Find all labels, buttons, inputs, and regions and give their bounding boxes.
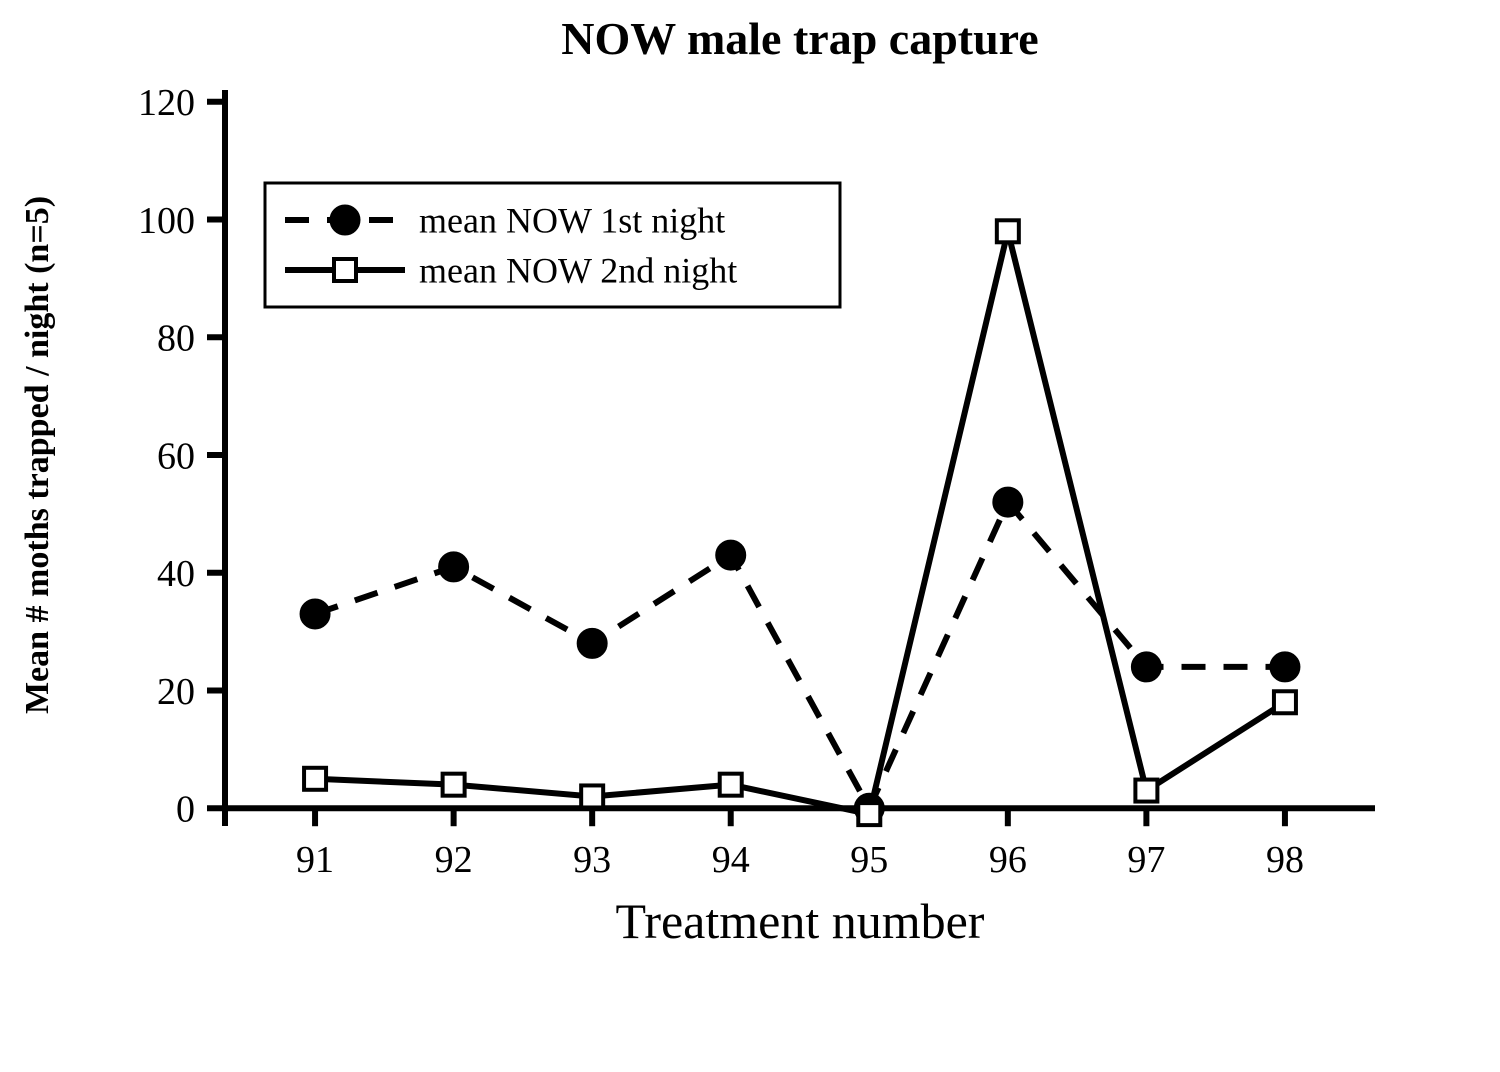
xtick-label: 91	[296, 839, 334, 881]
legend-label: mean NOW 2nd night	[419, 251, 737, 291]
ytick-label: 20	[157, 671, 195, 713]
y-axis-label: Mean # moths trapped / night (n=5)	[19, 196, 56, 714]
ytick-label: 120	[138, 82, 195, 124]
xtick-label: 97	[1127, 839, 1165, 881]
ytick-label: 60	[157, 435, 195, 477]
line-chart: NOW male trap capture 0 20 40 60 80 100 120 91 92…	[0, 0, 1500, 1072]
xtick-label: 92	[435, 839, 473, 881]
xtick-label: 94	[712, 839, 750, 881]
legend: mean NOW 1st night mean NOW 2nd night	[265, 183, 840, 307]
ytick-label: 80	[157, 318, 195, 360]
chart-title: NOW male trap capture	[561, 13, 1038, 64]
xtick-label: 93	[573, 839, 611, 881]
ytick-label: 0	[176, 789, 195, 831]
legend-label: mean NOW 1st night	[419, 201, 725, 241]
x-axis-label: Treatment number	[616, 893, 985, 949]
ytick-label: 100	[138, 200, 195, 242]
xtick-label: 95	[850, 839, 888, 881]
xtick-label: 98	[1266, 839, 1304, 881]
xtick-label: 96	[989, 839, 1027, 881]
ytick-label: 40	[157, 553, 195, 595]
